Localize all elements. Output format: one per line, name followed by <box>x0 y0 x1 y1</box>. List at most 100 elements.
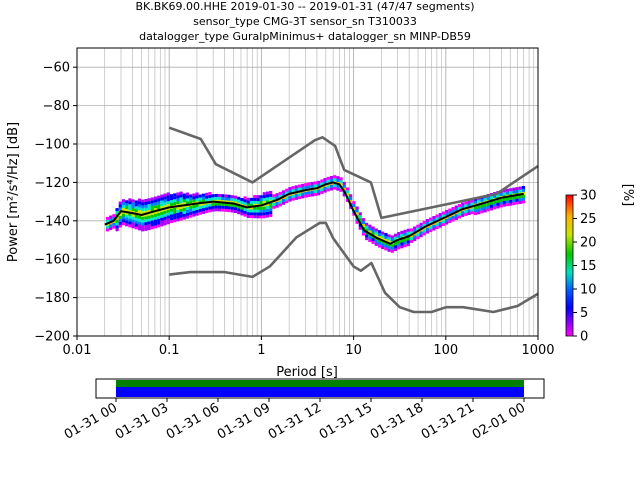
heatmap-cell <box>275 196 279 200</box>
heatmap-cell <box>147 206 151 210</box>
heatmap-cell <box>515 189 519 193</box>
heatmap-cell <box>105 228 110 232</box>
heatmap-cell <box>435 223 439 227</box>
heatmap-cell <box>189 214 193 218</box>
heatmap-cell <box>185 215 190 219</box>
heatmap-cell <box>249 209 254 213</box>
heatmap-cell <box>365 234 369 238</box>
heatmap-cell <box>483 206 487 210</box>
heatmap-cell <box>227 197 231 201</box>
heatmap-cell <box>281 193 286 197</box>
heatmap-cell <box>409 237 414 241</box>
heatmap-cell <box>217 202 222 206</box>
colorbar-tick-label: 20 <box>580 236 597 251</box>
heatmap-cell <box>169 208 174 212</box>
heatmap-cell <box>179 191 183 195</box>
heatmap-cell <box>198 200 202 204</box>
heatmap-cell <box>144 227 148 231</box>
heatmap-cell <box>307 193 311 197</box>
heatmap-cell <box>179 200 183 204</box>
heatmap-cell <box>355 220 359 224</box>
colorbar-tick-label: 25 <box>580 212 597 227</box>
heatmap-cell <box>441 211 446 215</box>
heatmap-cell <box>141 208 145 212</box>
heatmap-cell <box>323 180 327 184</box>
heatmap-cell <box>173 196 177 200</box>
heatmap-cell <box>128 204 132 208</box>
heatmap-cell <box>131 202 135 206</box>
heatmap-cell <box>269 190 273 194</box>
heatmap-cell <box>521 186 526 190</box>
colorbar-tick-label: 10 <box>580 283 597 298</box>
heatmap-cell <box>227 209 231 213</box>
heatmap-cell <box>387 245 391 249</box>
heatmap-cell <box>518 189 522 193</box>
heatmap-cell <box>499 198 503 202</box>
heatmap-cell <box>211 202 215 206</box>
heatmap-cell <box>137 215 142 219</box>
heatmap-cell <box>230 209 234 213</box>
heatmap-cell <box>189 208 193 212</box>
heatmap-cell <box>467 212 471 216</box>
heatmap-cell <box>262 212 266 216</box>
heatmap-cell <box>205 210 209 214</box>
heatmap-cell <box>384 241 388 245</box>
heatmap-cell <box>214 196 218 200</box>
heatmap-cell <box>326 176 330 180</box>
heatmap-cell <box>464 204 468 208</box>
heatmap-cell <box>265 191 270 195</box>
heatmap-cell <box>480 204 484 208</box>
heatmap-cell <box>448 208 452 212</box>
heatmap-cell <box>137 207 142 211</box>
heatmap-cell <box>269 208 273 212</box>
heatmap-cell <box>262 200 266 204</box>
heatmap-cell <box>259 198 263 202</box>
heatmap-cell <box>243 202 247 206</box>
heatmap-cell <box>307 191 311 195</box>
heatmap-cell <box>400 239 404 243</box>
heatmap-cell <box>131 216 135 220</box>
y-tick-label: −140 <box>34 214 70 229</box>
heatmap-cell <box>374 239 378 243</box>
heatmap-cell <box>128 201 132 205</box>
heatmap-cell <box>176 206 180 210</box>
heatmap-cell <box>163 202 167 206</box>
heatmap-cell <box>454 208 458 212</box>
heatmap-cell <box>131 225 135 229</box>
heatmap-cell <box>131 213 135 217</box>
heatmap-cell <box>115 228 119 232</box>
heatmap-cell <box>403 241 407 245</box>
heatmap-cell <box>377 235 382 239</box>
heatmap-cell <box>429 217 433 221</box>
heatmap-cell <box>211 194 215 198</box>
heatmap-cell <box>502 197 506 201</box>
heatmap-cell <box>134 203 138 207</box>
heatmap-cell <box>125 220 129 224</box>
ppsd-plot-area: 0.01 0.1 1 10 100 1000 −200 −180 −160 −140 −120 −1… <box>34 47 555 358</box>
heatmap-cell <box>109 227 113 231</box>
heatmap-cell <box>361 218 366 222</box>
heatmap-cell <box>393 233 398 237</box>
heatmap-cell <box>189 200 193 204</box>
heatmap-cell <box>502 200 506 204</box>
heatmap-cell <box>192 207 196 211</box>
heatmap-cell <box>163 213 167 217</box>
heatmap-cell <box>166 203 170 207</box>
heatmap-cell <box>166 201 170 205</box>
heatmap-cell <box>365 225 369 229</box>
timeline-coverage-green <box>116 380 524 387</box>
colorbar-tick-label: 0 <box>580 330 588 345</box>
heatmap-cell <box>368 230 372 234</box>
heatmap-cell <box>141 205 145 209</box>
heatmap-cell <box>317 183 321 187</box>
heatmap-cell <box>400 230 404 234</box>
heatmap-cell <box>201 202 206 206</box>
heatmap-cell <box>509 199 513 203</box>
heatmap-cell <box>249 206 254 210</box>
heatmap-cell <box>313 181 318 185</box>
heatmap-cell <box>349 194 353 198</box>
x-tick-label: 0.01 <box>63 343 92 358</box>
heatmap-cell <box>208 203 212 207</box>
heatmap-cell <box>307 185 311 189</box>
heatmap-cell <box>224 194 228 198</box>
